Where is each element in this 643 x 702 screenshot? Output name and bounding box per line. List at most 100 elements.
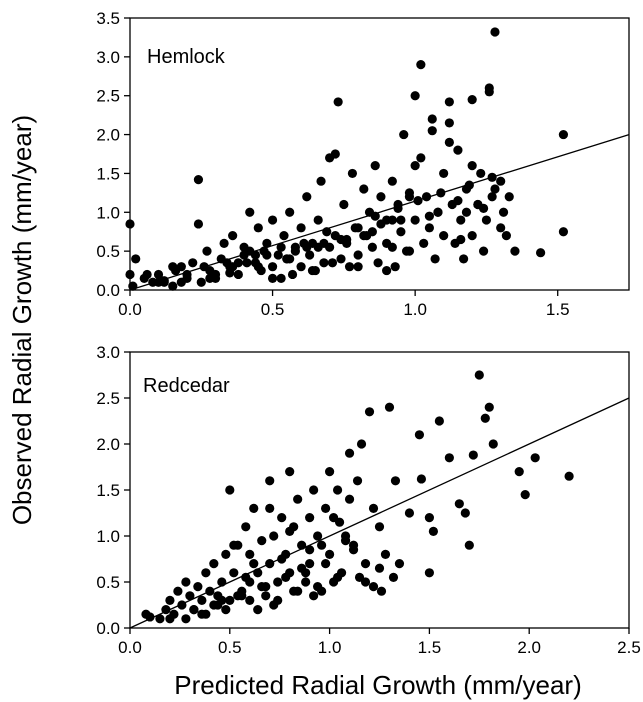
redcedar-data-point: [241, 522, 251, 532]
hemlock-data-point: [307, 265, 318, 276]
hemlock-y-tick-label: 3.5: [96, 9, 120, 28]
redcedar-data-point: [348, 545, 359, 555]
redcedar-data-point: [221, 605, 231, 615]
hemlock-data-point: [319, 258, 329, 268]
hemlock-y-tick-label: 1.5: [96, 164, 120, 183]
redcedar-data-point: [145, 612, 155, 622]
hemlock-data-point: [210, 269, 221, 280]
hemlock-data-point: [399, 129, 409, 140]
hemlock-y-tick-label: 0.0: [96, 281, 120, 300]
redcedar-data-point: [309, 485, 319, 495]
hemlock-data-point: [196, 277, 206, 287]
redcedar-data-point: [185, 591, 195, 601]
redcedar-data-point: [325, 467, 335, 477]
hemlock-data-point: [267, 262, 278, 272]
hemlock-x-tick-label: 1.0: [403, 300, 427, 319]
hemlock-data-point: [336, 234, 346, 245]
hemlock-data-point: [376, 192, 386, 202]
hemlock-data-point: [125, 269, 135, 280]
redcedar-data-point: [328, 577, 339, 587]
redcedar-data-point: [514, 467, 524, 477]
redcedar-y-tick-label: 3.0: [96, 343, 120, 362]
redcedar-data-point: [360, 577, 371, 587]
hemlock-regression-line: [129, 133, 630, 291]
redcedar-data-point: [277, 513, 287, 523]
hemlock-data-point: [481, 215, 492, 225]
redcedar-data-point: [177, 600, 187, 610]
hemlock-data-point: [390, 262, 400, 272]
redcedar-data-point: [404, 508, 415, 518]
hemlock-data-point: [353, 262, 363, 272]
hemlock-data-point: [276, 273, 286, 283]
hemlock-data-point: [416, 153, 426, 163]
hemlock-data-point: [125, 219, 135, 229]
redcedar-data-point: [454, 499, 464, 509]
redcedar-data-point: [332, 485, 343, 495]
redcedar-data-point: [277, 554, 287, 564]
redcedar-data-point: [530, 453, 540, 463]
hemlock-data-point: [250, 258, 261, 268]
redcedar-data-point: [520, 490, 530, 500]
hemlock-data-point: [296, 262, 306, 272]
hemlock-plot-frame: [129, 17, 630, 291]
redcedar-data-point: [281, 572, 291, 583]
hemlock-data-point: [456, 215, 466, 225]
redcedar-y-tick-label: 1.5: [96, 481, 120, 500]
hemlock-data-point: [410, 215, 420, 225]
hemlock-data-point: [370, 211, 380, 221]
redcedar-data-point: [265, 503, 275, 513]
redcedar-data-point: [249, 559, 259, 569]
hemlock-data-point: [279, 231, 289, 241]
hemlock-data-point: [336, 254, 346, 264]
redcedar-data-point: [424, 568, 434, 578]
redcedar-data-point: [269, 531, 279, 541]
hemlock-y-tick-label: 3.0: [96, 48, 120, 67]
hemlock-data-point: [188, 258, 198, 268]
hemlock-data-point: [228, 231, 238, 241]
hemlock-data-point: [433, 207, 443, 217]
redcedar-ticks: 0.0 0.5 1.0 1.5 2.0 2.5 0.0 0.5 1.0 1.5 2.0 2.5 3.0: [96, 343, 640, 657]
hemlock-data-point: [467, 231, 477, 241]
hemlock-data-point: [350, 223, 360, 233]
redcedar-data-point: [374, 522, 385, 532]
redcedar-data-point: [325, 549, 335, 560]
hemlock-data-point: [413, 196, 423, 206]
redcedar-data-point: [305, 559, 315, 569]
hemlock-data-point: [487, 192, 497, 202]
hemlock-data-point: [453, 145, 463, 155]
hemlock-data-point: [273, 250, 283, 260]
redcedar-data-point: [253, 568, 263, 578]
redcedar-data-point: [245, 595, 255, 606]
redcedar-data-point: [305, 545, 315, 555]
hemlock-data-point: [330, 149, 340, 159]
hemlock-data-point: [193, 175, 204, 185]
hemlock-data-point: [285, 207, 295, 217]
hemlock-points: [125, 27, 569, 291]
redcedar-data-point: [464, 540, 474, 550]
redcedar-data-point: [468, 450, 478, 460]
hemlock-data-point: [327, 258, 338, 268]
hemlock-data-point: [313, 242, 323, 252]
redcedar-data-point: [444, 453, 454, 463]
hemlock-data-point: [359, 184, 369, 194]
redcedar-data-point: [321, 503, 331, 513]
redcedar-data-point: [273, 595, 283, 606]
hemlock-data-point: [439, 168, 449, 179]
hemlock-data-point: [387, 215, 397, 225]
redcedar-data-point: [285, 526, 295, 537]
hemlock-data-point: [367, 242, 377, 252]
redcedar-x-tick-label: 0.0: [118, 638, 142, 657]
redcedar-data-point: [344, 494, 355, 504]
redcedar-data-point: [313, 582, 323, 592]
redcedar-data-point: [321, 559, 331, 569]
hemlock-data-point: [359, 231, 369, 241]
hemlock-data-point: [219, 238, 229, 248]
hemlock-data-point: [262, 238, 272, 248]
redcedar-data-point: [209, 559, 219, 569]
hemlock-data-point: [387, 242, 397, 252]
hemlock-data-point: [496, 223, 506, 233]
redcedar-data-point: [340, 536, 351, 546]
hemlock-data-point: [484, 87, 494, 97]
redcedar-data-point: [384, 402, 395, 412]
redcedar-data-point: [197, 609, 207, 619]
